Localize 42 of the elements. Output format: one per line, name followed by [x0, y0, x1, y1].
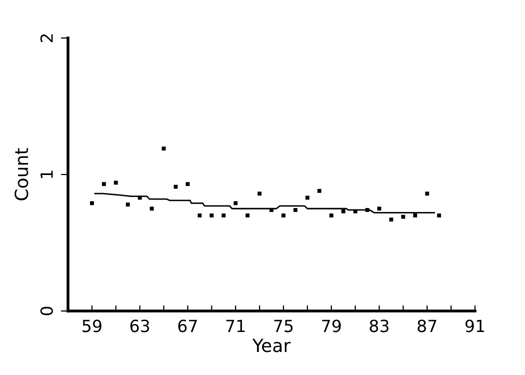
x-tick-label: 67: [178, 320, 197, 332]
point: [437, 213, 442, 218]
x-tick-label: 71: [226, 320, 245, 332]
point: [138, 196, 142, 200]
point: [329, 213, 334, 218]
point: [317, 188, 322, 193]
point: [365, 208, 370, 212]
x-axis-title: Year: [252, 338, 291, 352]
x-tick-label: 91: [465, 320, 484, 332]
point: [282, 213, 286, 218]
point: [425, 192, 430, 196]
point: [186, 182, 190, 186]
point: [293, 208, 298, 212]
point: [353, 209, 358, 214]
point: [126, 202, 130, 206]
x-tick-label: 63: [130, 320, 150, 332]
point: [389, 218, 394, 222]
y-tick-label: 1: [40, 170, 53, 178]
point: [102, 182, 106, 186]
point: [150, 206, 154, 211]
x-tick-label: 75: [274, 320, 293, 332]
y-tick-label: 0: [40, 306, 53, 316]
point: [222, 213, 226, 218]
point: [305, 196, 310, 200]
point: [210, 213, 214, 218]
point: [162, 146, 166, 151]
point: [377, 206, 382, 211]
point: [234, 201, 238, 206]
point: [114, 180, 118, 185]
point: [341, 209, 346, 214]
point: [198, 213, 202, 218]
point: [401, 214, 406, 219]
x-tick-label: 83: [370, 320, 389, 332]
x-tick-label: 59: [82, 320, 102, 332]
point: [246, 213, 250, 218]
x-tick-label: 79: [322, 320, 341, 332]
point: [258, 192, 262, 196]
point: [90, 201, 94, 206]
y-tick-label: 2: [40, 34, 53, 42]
point: [413, 213, 418, 218]
y-axis-title: Count: [14, 148, 28, 200]
x-tick-label: 87: [418, 320, 436, 332]
